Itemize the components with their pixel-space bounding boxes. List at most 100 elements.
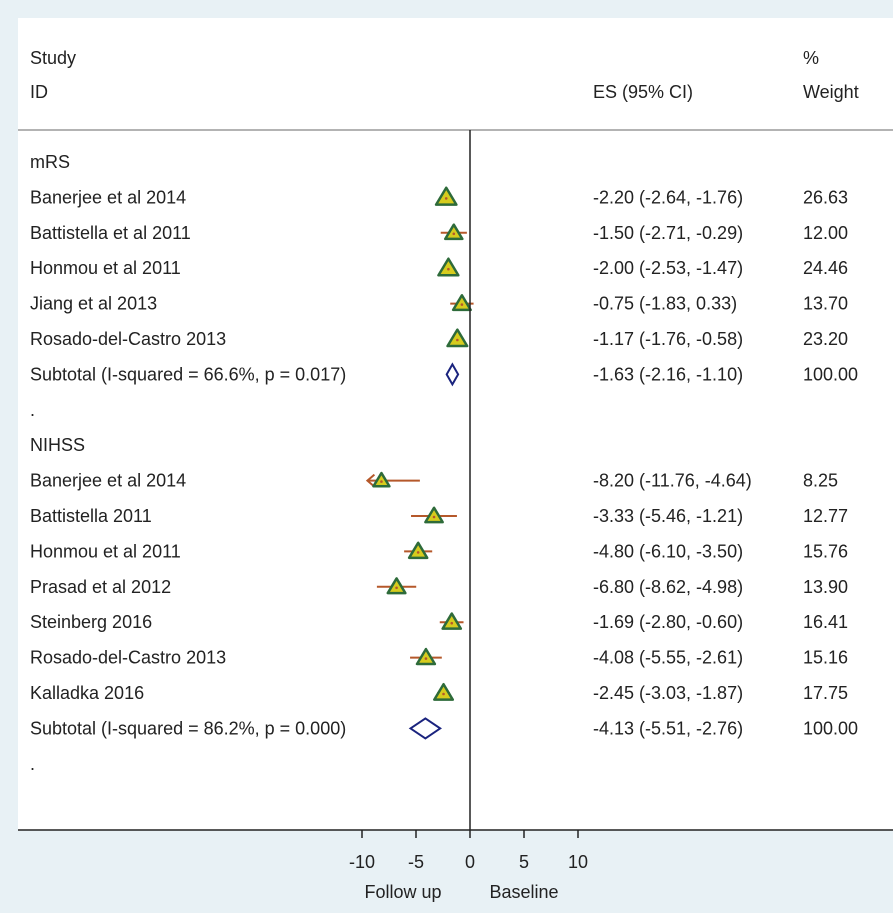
plot-panel [18,18,893,830]
study-label: Banerjee et al 2014 [30,471,186,491]
ci-clip-arrow [365,473,376,488]
study-label: Steinberg 2016 [30,612,152,632]
x-label-follow-up: Follow up [364,882,441,902]
weight-value: 100.00 [803,718,858,738]
effect-size-ci: -6.80 (-8.62, -4.98) [593,577,743,597]
forest-row-blank: . [30,754,35,774]
point-estimate-dot [416,551,420,554]
effect-size-ci: -2.00 (-2.53, -1.47) [593,258,743,278]
study-label: . [30,400,35,420]
forest-row-study: Kalladka 2016 -2.45 (-3.03, -1.87) 17.75 [30,682,848,703]
x-label-baseline: Baseline [489,882,558,902]
forest-row-subtotal: Subtotal (I-squared = 66.6%, p = 0.017) -… [30,362,858,387]
point-estimate-marker [433,682,455,701]
study-label: Honmou et al 2011 [30,258,181,278]
point-estimate-dot [432,515,436,519]
header-es: ES (95% CI) [593,82,693,102]
weight-value: 13.70 [803,294,848,314]
point-estimate-marker [451,294,472,312]
point-estimate-dot [447,267,450,271]
forest-row-group: NIHSS [30,435,85,455]
header-weight: Weight [803,82,859,102]
study-label: Banerjee et al 2014 [30,187,186,207]
effect-size-ci: -4.08 (-5.55, -2.61) [593,648,743,668]
study-label: Rosado-del-Castro 2013 [30,648,226,668]
weight-value: 16.41 [803,612,848,632]
study-label: Honmou et al 2011 [30,541,181,561]
forest-row-study: Prasad et al 2012 -6.80 (-8.62, -4.98) 13.… [30,577,848,597]
study-label: Prasad et al 2012 [30,577,171,597]
forest-row-study: Battistella et al 2011 -1.50 (-2.71, -0.2… [30,223,848,243]
group-label: NIHSS [30,435,85,455]
forest-row-study: Banerjee et al 2014 -8.20 (-11.76, -4.64)… [30,471,838,491]
effect-size-ci: -1.50 (-2.71, -0.29) [593,223,743,243]
weight-value: 24.46 [803,258,848,278]
point-estimate-dot [444,197,448,200]
header-percent: % [803,48,819,68]
effect-size-ci: -4.80 (-6.10, -3.50) [593,541,743,561]
point-estimate-dot [442,692,445,696]
forest-row-blank: . [30,400,35,420]
x-tick-label: 5 [519,852,529,872]
weight-value: 15.76 [803,541,848,561]
study-label: Battistella 2011 [30,506,152,526]
weight-value: 26.63 [803,187,848,207]
effect-size-ci: -3.33 (-5.46, -1.21) [593,506,743,526]
point-estimate-marker [424,506,444,524]
study-label: . [30,754,35,774]
x-tick-label: -10 [349,852,375,872]
x-axis-ticks: -10 -5 0 5 10 [349,830,588,872]
effect-size-ci: -1.69 (-2.80, -0.60) [593,612,743,632]
forest-row-study: Honmou et al 2011 -2.00 (-2.53, -1.47) 24.… [30,257,848,278]
x-tick-label: 0 [465,852,475,872]
point-estimate-dot [456,338,459,342]
pooled-estimate-diamond [408,717,442,740]
header-id: ID [30,82,48,102]
effect-size-ci: -1.17 (-1.76, -0.58) [593,329,743,349]
point-estimate-marker [386,577,407,595]
point-estimate-dot [452,232,456,236]
study-label: Jiang et al 2013 [30,294,157,314]
weight-value: 12.00 [803,223,848,243]
effect-size-ci: -2.20 (-2.64, -1.76) [593,187,743,207]
study-label: Subtotal (I-squared = 66.6%, p = 0.017) [30,364,346,384]
header-study: Study [30,48,76,68]
point-estimate-marker [372,471,391,488]
point-estimate-marker [441,612,463,630]
weight-value: 13.90 [803,577,848,597]
point-estimate-dot [450,621,454,625]
forest-row-study: Rosado-del-Castro 2013 -4.08 (-5.55, -2.6… [30,648,848,668]
pooled-estimate-diamond [445,362,460,387]
point-estimate-marker [437,257,460,277]
effect-size-ci: -1.63 (-2.16, -1.10) [593,364,743,384]
forest-row-study: Jiang et al 2013 -0.75 (-1.83, 0.33) 13.70 [30,294,848,314]
effect-size-ci: -8.20 (-11.76, -4.64) [593,471,752,491]
weight-value: 12.77 [803,506,848,526]
effect-size-ci: -2.45 (-3.03, -1.87) [593,683,743,703]
effect-size-ci: -4.13 (-5.51, -2.76) [593,718,743,738]
weight-value: 15.16 [803,648,848,668]
forest-row-study: Honmou et al 2011 -4.80 (-6.10, -3.50) 15.… [30,541,848,561]
point-estimate-marker [407,541,429,560]
x-tick-label: 10 [568,852,588,872]
weight-value: 23.20 [803,329,848,349]
point-estimate-dot [380,480,383,483]
study-label: Battistella et al 2011 [30,223,191,243]
group-label: mRS [30,152,70,172]
forest-rows: mRS Banerjee et al 2014 -2.20 (-2.64, -1.7… [30,152,858,774]
weight-value: 8.25 [803,471,838,491]
forest-row-study: Steinberg 2016 -1.69 (-2.80, -0.60) 16.41 [30,612,848,632]
forest-row-study: Banerjee et al 2014 -2.20 (-2.64, -1.76) 2… [30,186,848,207]
forest-row-subtotal: Subtotal (I-squared = 86.2%, p = 0.000) -… [30,717,858,740]
point-estimate-marker [434,186,458,206]
point-estimate-marker [444,223,464,241]
point-estimate-dot [460,303,464,306]
effect-size-ci: -0.75 (-1.83, 0.33) [593,294,737,314]
weight-value: 100.00 [803,364,858,384]
study-label: Kalladka 2016 [30,683,144,703]
point-estimate-marker [446,328,469,348]
forest-row-study: Rosado-del-Castro 2013 -1.17 (-1.76, -0.5… [30,328,848,349]
point-estimate-dot [395,586,398,590]
